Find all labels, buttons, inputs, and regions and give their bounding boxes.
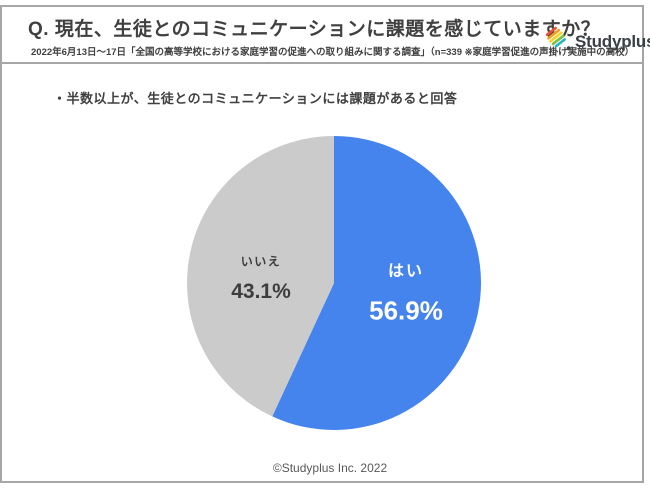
- studyplus-wordmark: Studyplus: [575, 32, 650, 51]
- copyright: ©Studyplus Inc. 2022: [272, 461, 388, 475]
- survey-meta: 2022年6月13日～17日「全国の高等学校における家庭学習の促進への取り組みに…: [31, 47, 635, 58]
- slice-label-no: いいえ: [240, 254, 282, 269]
- insight-bullet: ・半数以上が、生徒とのコミュニケーションには課題があると回答: [53, 91, 458, 106]
- pie-slice-0: [272, 136, 482, 430]
- studyplus-pencil-icon: [545, 26, 572, 58]
- question-title: Q. 現在、生徒とのコミュニケーションに課題を感じていますか？: [28, 19, 601, 40]
- header: Q. 現在、生徒とのコミュニケーションに課題を感じていますか？ 2022年6月1…: [2, 7, 650, 64]
- pie-chart-svg: [187, 136, 482, 430]
- pie-chart: はい 56.9% いいえ 43.1%: [186, 135, 482, 431]
- pie-slice-1: [187, 136, 334, 417]
- slice-label-yes: はい: [387, 263, 425, 280]
- slice-value-yes: 56.9%: [369, 295, 443, 326]
- studyplus-logo: Studyplus: [545, 26, 650, 58]
- outer-frame: Q. 現在、生徒とのコミュニケーションに課題を感じていますか？ 2022年6月1…: [0, 5, 650, 483]
- slice-value-no: 43.1%: [231, 280, 291, 303]
